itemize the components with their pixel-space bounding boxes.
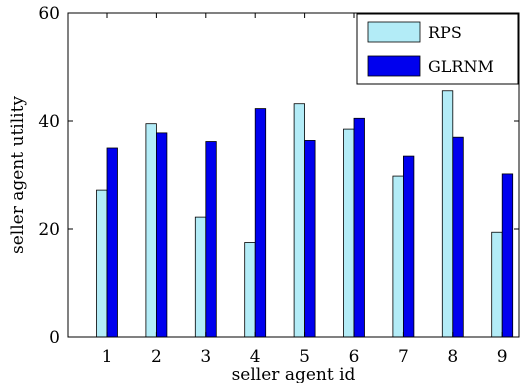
bar-rps-2 (145, 123, 157, 338)
bar-rps-3 (194, 216, 207, 338)
bar-glrnm-2 (155, 132, 168, 338)
x-axis-label: seller agent id (232, 365, 356, 383)
bars (96, 90, 514, 338)
bar-rps-9 (491, 231, 503, 338)
legend: RPS GLRNM (356, 13, 519, 85)
y-tick-label: 0 (49, 328, 60, 348)
y-axis-label: seller agent utility (8, 96, 28, 254)
x-tick-label: 1 (102, 347, 113, 367)
bar-rps-6 (343, 128, 355, 338)
bar-glrnm-6 (353, 117, 365, 338)
legend-swatch-rps (367, 21, 421, 43)
x-axis-ticks: 12345678910 (102, 13, 508, 367)
bar-rps-4 (244, 242, 256, 338)
legend-swatch-glrnm (367, 55, 421, 77)
bar-rps-8 (441, 90, 454, 338)
plot-frame (67, 12, 520, 338)
x-tick-label: 5 (299, 347, 310, 367)
x-tick-label: 6 (349, 347, 360, 367)
legend-label-rps: RPS (428, 23, 462, 42)
x-tick-label: 8 (447, 347, 458, 367)
x-tick-label: 4 (250, 347, 261, 367)
x-tick-label: 2 (151, 347, 162, 367)
bar-glrnm-5 (304, 140, 316, 338)
legend-label-glrnm: GLRNM (428, 57, 494, 76)
y-tick-label: 40 (38, 112, 60, 132)
y-axis-ticks: 0 20 40 60 (38, 4, 519, 348)
bar-rps-1 (96, 189, 108, 338)
y-tick-label: 60 (38, 4, 60, 24)
bar-glrnm-9 (501, 173, 514, 338)
bar-glrnm-1 (106, 147, 118, 338)
bar-glrnm-8 (452, 136, 464, 338)
y-tick-label: 20 (38, 220, 60, 240)
x-tick-label: 7 (398, 347, 409, 367)
x-tick-label: 3 (200, 347, 211, 367)
bar-rps-7 (392, 175, 404, 338)
bar-glrnm-7 (402, 155, 415, 338)
bar-rps-5 (293, 103, 306, 338)
x-tick-label: 9 (497, 347, 508, 367)
bar-glrnm-4 (254, 108, 267, 338)
bar-glrnm-3 (205, 141, 217, 338)
